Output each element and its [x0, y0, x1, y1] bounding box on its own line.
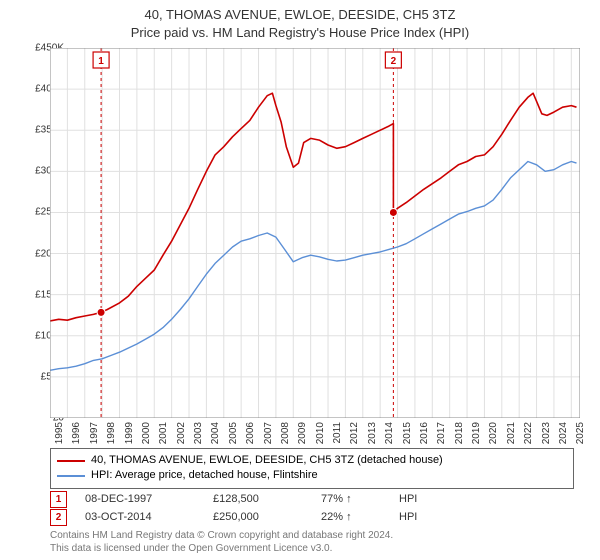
x-tick-label: 1997: [89, 422, 100, 444]
footer-line-2: This data is licensed under the Open Gov…: [50, 543, 580, 556]
x-tick-label: 2006: [245, 422, 256, 444]
x-tick-label: 2021: [506, 422, 517, 444]
x-tick-label: 1998: [106, 422, 117, 444]
x-tick-label: 2023: [541, 422, 552, 444]
chart-area: 12: [50, 48, 580, 418]
x-tick-label: 1996: [71, 422, 82, 444]
legend-row: 40, THOMAS AVENUE, EWLOE, DEESIDE, CH5 3…: [57, 453, 567, 468]
transactions-table: 1 08-DEC-1997 £128,500 77% ↑ HPI 2 03-OC…: [50, 490, 580, 526]
x-tick-label: 2016: [419, 422, 430, 444]
legend-box: 40, THOMAS AVENUE, EWLOE, DEESIDE, CH5 3…: [50, 448, 574, 489]
transaction-price: £250,000: [213, 511, 303, 523]
x-tick-label: 2000: [141, 422, 152, 444]
x-tick-label: 2022: [523, 422, 534, 444]
x-tick-label: 2004: [210, 422, 221, 444]
x-tick-label: 2012: [349, 422, 360, 444]
x-tick-label: 2009: [297, 422, 308, 444]
transaction-row: 2 03-OCT-2014 £250,000 22% ↑ HPI: [50, 508, 580, 526]
x-tick-label: 2007: [263, 422, 274, 444]
transaction-date: 08-DEC-1997: [85, 493, 195, 505]
legend-label-1: HPI: Average price, detached house, Flin…: [91, 468, 318, 483]
legend-swatch-1: [57, 475, 85, 477]
x-tick-label: 2010: [315, 422, 326, 444]
x-tick-label: 2011: [332, 422, 343, 444]
x-tick-label: 2002: [176, 422, 187, 444]
legend-row: HPI: Average price, detached house, Flin…: [57, 468, 567, 483]
x-tick-label: 2001: [158, 422, 169, 444]
transaction-hpi: HPI: [399, 493, 439, 505]
transaction-pct: 77% ↑: [321, 493, 381, 505]
svg-text:2: 2: [391, 56, 397, 67]
x-tick-label: 2017: [436, 422, 447, 444]
x-tick-label: 1999: [124, 422, 135, 444]
transaction-price: £128,500: [213, 493, 303, 505]
marker-box-2: 2: [50, 509, 67, 526]
footer-note: Contains HM Land Registry data © Crown c…: [50, 530, 580, 555]
x-tick-label: 2025: [575, 422, 586, 444]
x-tick-label: 2003: [193, 422, 204, 444]
chart-title-block: 40, THOMAS AVENUE, EWLOE, DEESIDE, CH5 3…: [0, 0, 600, 41]
transaction-pct: 22% ↑: [321, 511, 381, 523]
x-tick-label: 2019: [471, 422, 482, 444]
x-tick-label: 2015: [402, 422, 413, 444]
plot-svg: 12: [50, 48, 580, 418]
x-tick-label: 2014: [384, 422, 395, 444]
title-line-1: 40, THOMAS AVENUE, EWLOE, DEESIDE, CH5 3…: [0, 6, 600, 24]
transaction-hpi: HPI: [399, 511, 439, 523]
x-tick-label: 2013: [367, 422, 378, 444]
svg-text:1: 1: [98, 56, 104, 67]
x-tick-label: 1995: [54, 422, 65, 444]
title-line-2: Price paid vs. HM Land Registry's House …: [0, 24, 600, 42]
marker-box-1: 1: [50, 491, 67, 508]
x-tick-label: 2024: [558, 422, 569, 444]
chart-container: { "title_line1": "40, THOMAS AVENUE, EWL…: [0, 0, 600, 560]
legend-swatch-0: [57, 460, 85, 462]
footer-line-1: Contains HM Land Registry data © Crown c…: [50, 530, 580, 543]
transaction-row: 1 08-DEC-1997 £128,500 77% ↑ HPI: [50, 490, 580, 508]
transaction-date: 03-OCT-2014: [85, 511, 195, 523]
x-tick-label: 2018: [454, 422, 465, 444]
x-tick-label: 2020: [488, 422, 499, 444]
legend-label-0: 40, THOMAS AVENUE, EWLOE, DEESIDE, CH5 3…: [91, 453, 443, 468]
x-tick-label: 2008: [280, 422, 291, 444]
x-tick-label: 2005: [228, 422, 239, 444]
